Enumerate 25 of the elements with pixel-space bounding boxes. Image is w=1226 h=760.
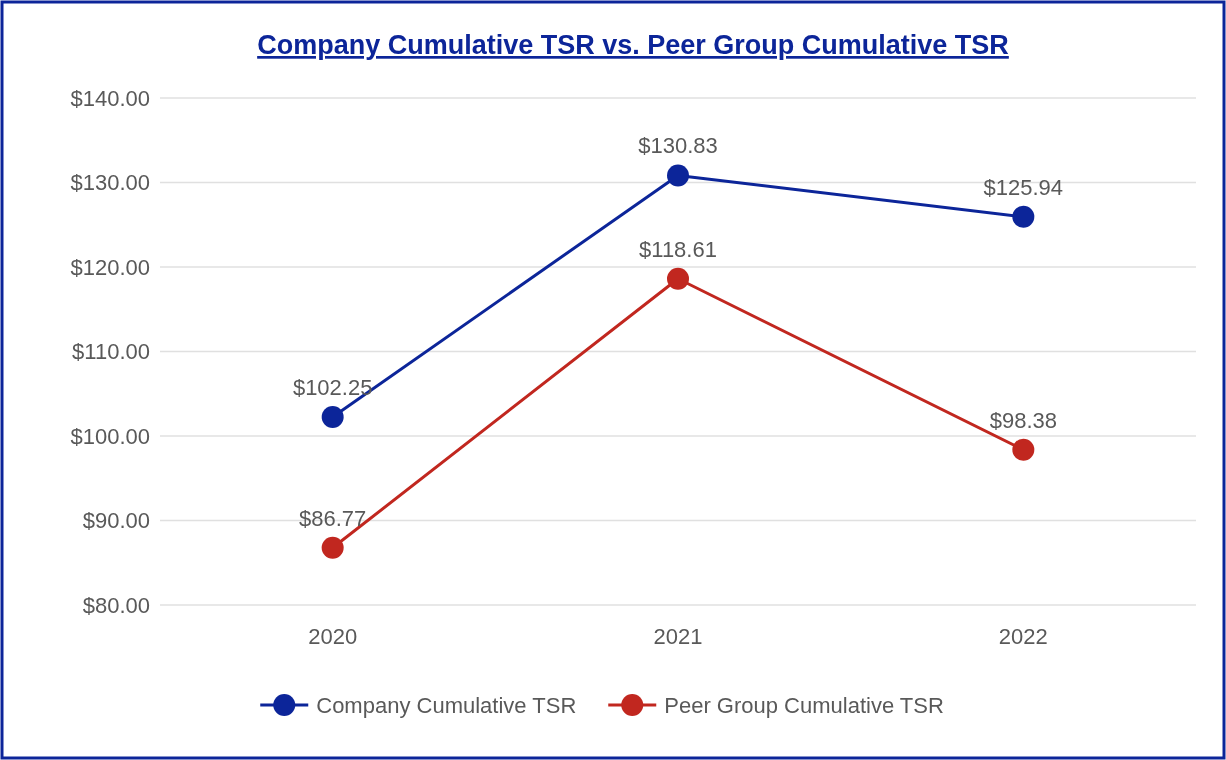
chart-title: Company Cumulative TSR vs. Peer Group Cumulative TSR <box>257 30 1009 60</box>
data-label: $98.38 <box>989 407 1057 433</box>
y-tick-label: $100.00 <box>70 423 150 449</box>
y-tick-label: $140.00 <box>70 85 150 111</box>
y-tick-label: $90.00 <box>82 508 150 534</box>
data-label: $102.25 <box>292 374 373 400</box>
point <box>1012 205 1035 228</box>
x-tick-label: 2021 <box>653 624 703 649</box>
y-tick-label: $110.00 <box>72 339 150 365</box>
y-tick-label: $130.00 <box>70 170 150 196</box>
data-label: $130.83 <box>638 133 718 159</box>
data-label: $86.77 <box>299 505 367 531</box>
point <box>1012 438 1035 461</box>
y-tick-label: $120.00 <box>70 254 150 280</box>
point <box>321 536 344 559</box>
x-tick-label: 2022 <box>998 624 1048 649</box>
data-label: $118.61 <box>639 236 717 262</box>
y-tick-label: $80.00 <box>82 592 150 618</box>
point <box>667 164 689 187</box>
data-label: $125.94 <box>983 174 1064 200</box>
legend-label: Company Cumulative TSR <box>316 692 577 718</box>
legend-label: Peer Group Cumulative TSR <box>664 692 944 718</box>
point <box>667 267 689 290</box>
point <box>321 405 344 428</box>
x-tick-label: 2020 <box>308 624 358 649</box>
